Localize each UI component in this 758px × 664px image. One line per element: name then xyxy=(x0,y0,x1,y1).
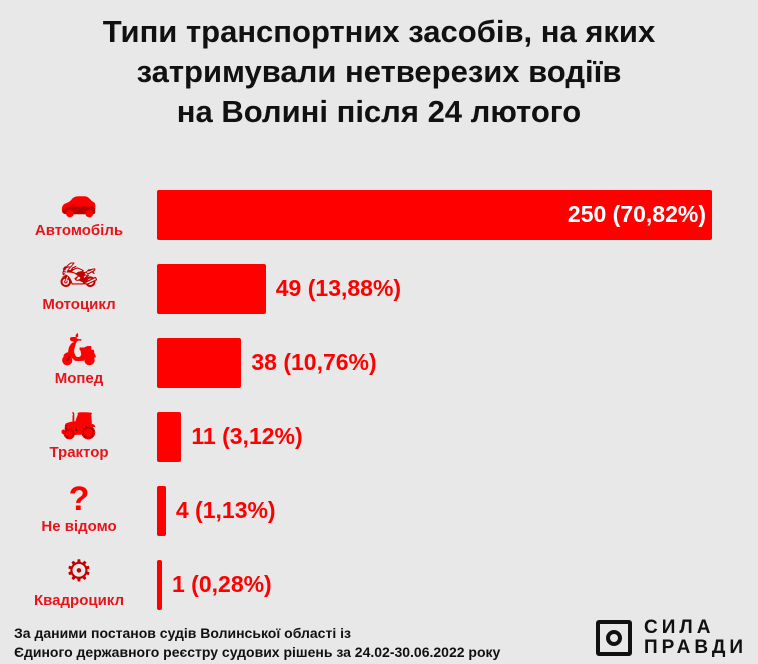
source-line-2: Єдиного державного реєстру судових рішен… xyxy=(14,644,501,660)
bar xyxy=(157,264,266,314)
logo: СИЛА ПРАВДИ xyxy=(596,618,747,658)
tractor-icon: 🚜 xyxy=(60,407,98,440)
bar xyxy=(157,486,166,536)
car-icon: 🚗 xyxy=(60,185,98,218)
quad-bike-icon: ⚙ xyxy=(65,555,93,588)
logo-mark-icon xyxy=(596,620,632,656)
moped-icon: 🛵 xyxy=(60,333,98,366)
category-label: Мопед xyxy=(54,370,104,387)
chart-title: Типи транспортних засобів, на яких затрим… xyxy=(102,14,656,129)
data-label: 4 (1,13%) xyxy=(175,497,276,523)
source-line-1: За даними постанов судів Волинської обла… xyxy=(14,625,351,641)
bar xyxy=(157,190,712,240)
bar xyxy=(157,560,162,610)
category-label: Не відомо xyxy=(41,518,117,535)
bar xyxy=(157,338,242,388)
source-note: За даними постанов судів Волинської обла… xyxy=(14,624,500,662)
logo-line-2: ПРАВДИ xyxy=(644,637,748,658)
logo-line-1: СИЛА xyxy=(644,617,715,638)
category-label: Трактор xyxy=(49,444,109,461)
data-label: 250 (70,82%) xyxy=(567,201,706,227)
data-label: 11 (3,12%) xyxy=(191,423,303,449)
question-icon: ? xyxy=(68,480,90,518)
data-label: 49 (13,88%) xyxy=(275,275,402,301)
bar xyxy=(157,412,182,462)
category-label: Квадроцикл xyxy=(33,592,125,609)
data-label: 38 (10,76%) xyxy=(251,349,377,375)
data-label: 1 (0,28%) xyxy=(172,571,272,597)
category-label: Мотоцикл xyxy=(42,296,116,313)
motorcycle-icon: 🏍 xyxy=(59,259,99,292)
category-label: Автомобіль xyxy=(34,222,124,239)
